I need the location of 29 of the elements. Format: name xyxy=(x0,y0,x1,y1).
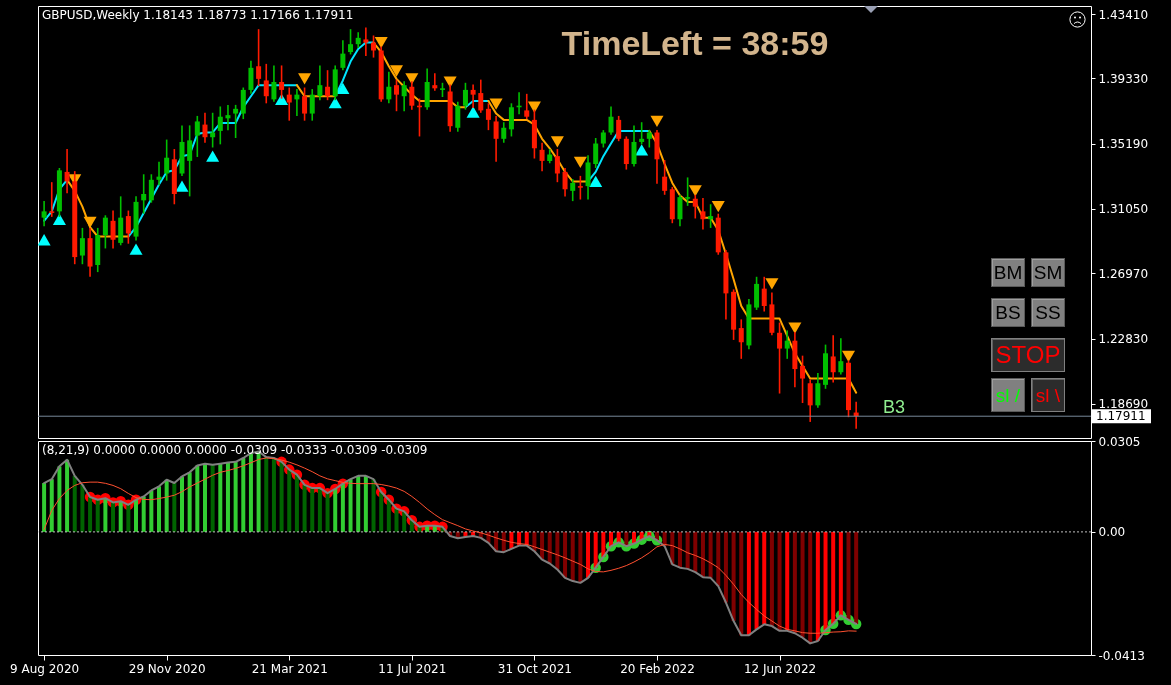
y-tick-label: 1.22830 xyxy=(1098,332,1149,347)
y-tick-label: 1.18690 xyxy=(1098,397,1149,412)
button: BM xyxy=(991,258,1025,287)
annotation: TimeLeft = 38:59 xyxy=(561,24,829,62)
chart-title: GBPUSD,Weekly 1.18143 1.18773 1.17166 1.17911 xyxy=(42,8,354,22)
y-tick-label: 1.39330 xyxy=(1098,71,1149,86)
chart-title: (8,21,9) 0.0000 0.0000 0.0000 -0.0309 -0.0333 -0.0309 -0.0309 xyxy=(42,443,428,457)
x-tick-label: 29 Nov 2020 xyxy=(128,661,206,676)
button: SM xyxy=(1031,258,1065,287)
annotation: B3 xyxy=(883,397,906,417)
y-tick-label: 1.31050 xyxy=(1098,202,1149,217)
button: STOP xyxy=(991,338,1065,372)
y-tick-label: -0.0413 xyxy=(1098,648,1145,663)
y-tick-label: 1.43410 xyxy=(1098,7,1149,22)
button: sl / xyxy=(991,378,1025,412)
x-tick-label: 11 Jul 2021 xyxy=(378,661,447,676)
x-tick-label: 31 Oct 2021 xyxy=(497,661,572,676)
ref-line-label: 1.17911 xyxy=(1096,409,1146,424)
x-tick-label: 12 Jun 2022 xyxy=(743,661,817,676)
y-tick-label: 0.00 xyxy=(1098,525,1126,540)
y-tick-label: 1.35190 xyxy=(1098,137,1149,152)
button: SS xyxy=(1031,298,1065,327)
button: BS xyxy=(991,298,1025,327)
y-tick-label: 1.26970 xyxy=(1098,266,1149,281)
x-tick-label: 21 Mar 2021 xyxy=(251,661,328,676)
x-tick-label: 9 Aug 2020 xyxy=(9,661,80,676)
y-tick-label: 0.0305 xyxy=(1098,434,1141,449)
button: sl \ xyxy=(1031,378,1065,412)
x-tick-label: 20 Feb 2022 xyxy=(620,661,695,676)
